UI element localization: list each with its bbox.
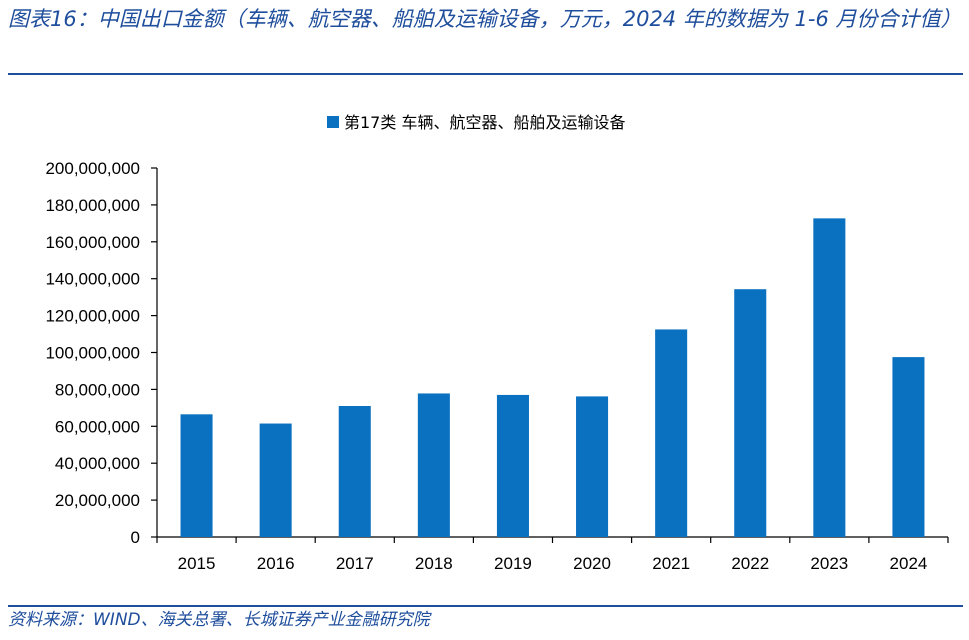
y-tick-label: 80,000,000: [55, 380, 140, 399]
y-tick-label: 140,000,000: [45, 270, 140, 289]
bar-2023: [813, 218, 846, 537]
source-note: 资料来源：WIND、海关总署、长城证券产业金融研究院: [8, 610, 430, 630]
y-tick-label: 180,000,000: [45, 196, 140, 215]
x-tick-label: 2019: [494, 554, 532, 573]
y-tick-label: 160,000,000: [45, 233, 140, 252]
legend-label: 第17类 车辆、航空器、船舶及运输设备: [344, 113, 625, 132]
x-tick-label: 2022: [731, 554, 769, 573]
bar-2015: [180, 414, 213, 537]
y-tick-label: 20,000,000: [55, 491, 140, 510]
bar-2021: [655, 329, 688, 537]
bar-2024: [892, 357, 925, 537]
bar-2022: [734, 289, 767, 537]
bar-2019: [496, 394, 529, 537]
y-tick-label: 200,000,000: [45, 159, 140, 178]
chart-legend: 第17类 车辆、航空器、船舶及运输设备: [327, 113, 625, 132]
x-tick-label: 2020: [573, 554, 611, 573]
x-tick-label: 2016: [257, 554, 295, 573]
x-tick-label: 2023: [810, 554, 848, 573]
x-tick-label: 2017: [336, 554, 374, 573]
x-tick-label: 2021: [652, 554, 690, 573]
source-rule: [8, 605, 963, 607]
figure-title: 图表16：中国出口金额（车辆、航空器、船舶及运输设备，万元，2024 年的数据为…: [8, 7, 962, 31]
bar-2017: [338, 406, 371, 537]
bar-2020: [576, 396, 609, 537]
bar-chart: 第17类 车辆、航空器、船舶及运输设备 0 20,000,000 40,000,00…: [45, 113, 949, 573]
y-tick-label: 40,000,000: [55, 454, 140, 473]
x-tick-label: 2018: [415, 554, 453, 573]
title-rule: [8, 73, 963, 75]
y-tick-label: 100,000,000: [45, 344, 140, 363]
y-tick-label: 0: [131, 528, 140, 547]
y-tick-label: 120,000,000: [45, 307, 140, 326]
bar-2016: [259, 423, 292, 537]
x-axis: 2015 2016 2017 2018 2019 2020 2021 2022 2023 2024: [156, 536, 949, 573]
x-tick-label: 2024: [890, 554, 928, 573]
bar-2018: [417, 393, 450, 537]
bar-series: [180, 218, 925, 537]
y-tick-label: 60,000,000: [55, 417, 140, 436]
legend-swatch: [327, 116, 339, 128]
x-tick-label: 2015: [178, 554, 216, 573]
y-axis: 0 20,000,000 40,000,000 60,000,000 80,000,00…: [45, 159, 158, 547]
